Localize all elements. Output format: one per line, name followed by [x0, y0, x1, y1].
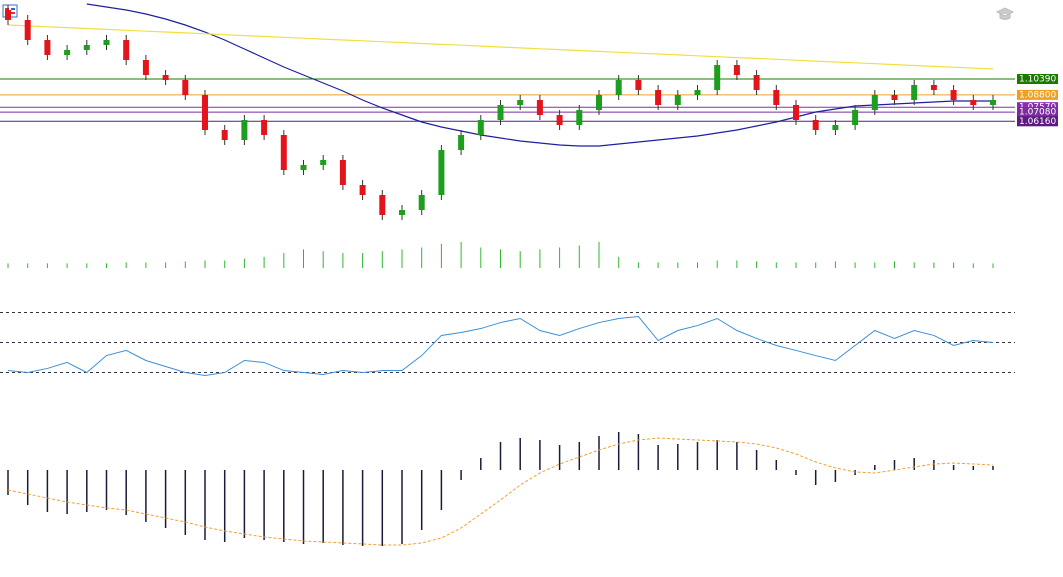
academy-icon[interactable]	[995, 7, 1015, 20]
candle-body	[103, 40, 110, 45]
candle-body	[674, 95, 681, 105]
candle-body	[477, 120, 484, 135]
candle-body	[812, 120, 819, 130]
moving-average	[7, 24, 994, 70]
candle-body	[871, 95, 878, 110]
candle-body	[44, 40, 51, 55]
candle-body	[221, 130, 228, 140]
candle-body	[852, 110, 859, 125]
level-label-bg	[1017, 116, 1058, 127]
candle-body	[911, 85, 918, 100]
candle-body	[399, 210, 405, 215]
candle-body	[379, 195, 386, 215]
candle-body	[64, 50, 71, 55]
candle-body	[280, 135, 287, 170]
level-label: 1.08800	[1019, 90, 1056, 100]
candle-body	[182, 80, 189, 95]
candle-body	[832, 125, 839, 130]
candle-body	[753, 75, 760, 90]
menu-icon-bar[interactable]	[11, 8, 15, 10]
candle-body	[694, 90, 701, 95]
level-label-bg	[1017, 107, 1058, 118]
candle-body	[359, 185, 366, 195]
candle-body	[438, 150, 445, 195]
candle-body	[497, 105, 504, 120]
macd-signal	[7, 437, 994, 546]
candle-body	[517, 100, 524, 105]
candle-body	[635, 80, 642, 90]
level-label: 1.10390	[1019, 75, 1056, 85]
candle-body	[990, 100, 996, 105]
candle-body	[300, 165, 307, 170]
candle-body	[891, 95, 898, 100]
level-label: 1.06160	[1019, 117, 1056, 127]
candle-body	[615, 80, 622, 95]
candle-body	[142, 60, 149, 75]
level-label-bg	[1017, 74, 1058, 84]
candle-body	[793, 105, 799, 120]
candle-body	[241, 120, 248, 140]
candle-body	[596, 95, 602, 110]
candle-body	[5, 10, 11, 20]
candle-body	[950, 90, 957, 100]
candle-body	[320, 160, 327, 165]
candle-body	[261, 120, 268, 135]
menu-icon-bar[interactable]	[11, 12, 15, 14]
candle-body	[418, 195, 425, 210]
candle-body	[556, 115, 563, 125]
moving-average	[86, 3, 993, 147]
candle-body	[123, 40, 130, 60]
candle-body	[202, 95, 208, 130]
candle-body	[536, 100, 543, 115]
candle-body	[458, 135, 465, 150]
level-label: 1.07080	[1019, 108, 1056, 118]
candle-body	[733, 65, 740, 75]
candle-body	[83, 45, 90, 50]
candle-body	[24, 20, 31, 40]
candle-body	[339, 160, 346, 185]
level-label-bg	[1017, 89, 1058, 100]
candle-body	[773, 90, 780, 105]
menu-icon-bar[interactable]	[5, 8, 9, 10]
candle-body	[714, 65, 721, 90]
candle-body	[576, 110, 583, 125]
candle-body	[162, 75, 169, 80]
rsi-line	[7, 316, 994, 377]
candle-body	[655, 90, 662, 105]
candle-body	[930, 85, 937, 90]
candle-body	[970, 100, 977, 105]
